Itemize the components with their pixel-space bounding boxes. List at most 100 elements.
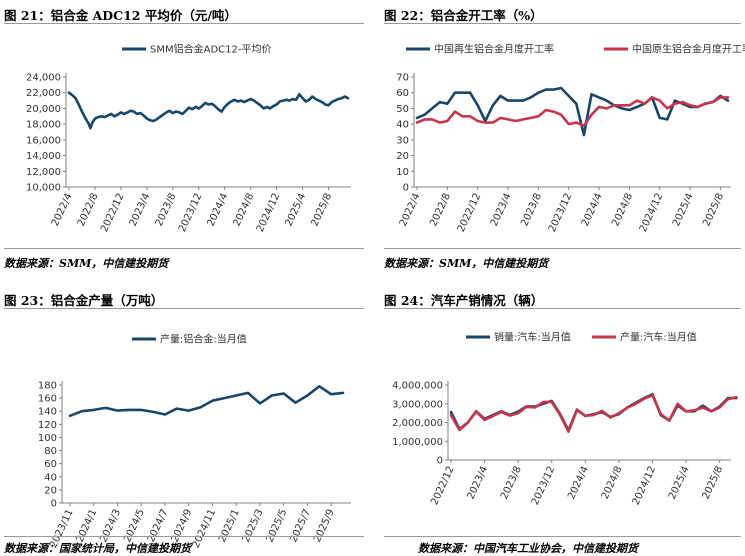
title-rule bbox=[4, 23, 364, 24]
x-tick-label: 2025/4 bbox=[671, 192, 696, 229]
y-tick-label: 14,000 bbox=[26, 151, 61, 162]
x-tick-label: 2025/1 bbox=[217, 508, 242, 545]
x-tick-label: 2025/5 bbox=[265, 508, 290, 545]
x-tick-label: 2024/9 bbox=[170, 508, 195, 545]
legend-label: 产量:汽车:当月值 bbox=[620, 331, 697, 344]
panel-4: 图 24：汽车产销情况（辆） 0 1,000,000 2,000,000 3,000,… bbox=[384, 290, 741, 555]
y-tick-label: 10 bbox=[396, 167, 409, 178]
source-note: 数据来源：SMM，中信建投期货 bbox=[4, 257, 169, 270]
source-rule bbox=[4, 536, 364, 537]
x-tick-label: 2025/4 bbox=[283, 192, 308, 229]
y-tick-label: 0 bbox=[403, 183, 409, 194]
y-tick-label: 1,000,000 bbox=[392, 437, 443, 448]
x-tick-label: 2023/12 bbox=[547, 192, 575, 234]
title-rule bbox=[4, 308, 364, 309]
y-tick-label: 4,000,000 bbox=[392, 381, 443, 392]
y-tick-label: 120 bbox=[38, 420, 57, 431]
title-rule bbox=[384, 23, 741, 24]
x-tick-label: 2024/8 bbox=[232, 192, 257, 229]
y-tick-label: 0 bbox=[51, 499, 57, 510]
source-rule bbox=[384, 248, 741, 249]
source-rule bbox=[4, 248, 364, 249]
series-line bbox=[449, 393, 738, 432]
x-tick-label: 2024/5 bbox=[122, 508, 147, 545]
y-tick-label: 80 bbox=[44, 446, 57, 457]
y-tick-label: 20,000 bbox=[26, 104, 61, 115]
x-tick-label: 2024/11 bbox=[191, 508, 219, 550]
y-tick-label: 20 bbox=[44, 485, 57, 496]
x-tick-label: 2024/4 bbox=[206, 192, 231, 229]
legend-label: SMM铝合金ADC12-平均价 bbox=[150, 43, 271, 56]
x-tick-label: 2025/8 bbox=[701, 192, 726, 229]
y-tick-label: 18,000 bbox=[26, 120, 61, 131]
legend-label: 中国原生铝合金月度开工率 bbox=[632, 43, 745, 56]
y-tick-label: 160 bbox=[38, 394, 57, 405]
x-tick-label: 2024/1 bbox=[75, 508, 100, 545]
x-tick-label: 2022/8 bbox=[76, 192, 101, 229]
legend-label: 产量:铝合金:当月值 bbox=[160, 333, 247, 346]
x-tick-label: 2022/8 bbox=[428, 192, 453, 229]
x-tick-label: 2022/12 bbox=[99, 192, 127, 234]
y-tick-label: 140 bbox=[38, 407, 57, 418]
x-tick-label: 2022/4 bbox=[50, 192, 75, 229]
legend-label: 中国再生铝合金月度开工率 bbox=[434, 43, 554, 56]
x-tick-label: 2024/8 bbox=[600, 465, 625, 502]
x-tick-label: 2023/4 bbox=[489, 192, 514, 229]
x-tick-label: 2023/8 bbox=[499, 465, 524, 502]
y-tick-label: 24,000 bbox=[26, 73, 61, 84]
y-tick-label: 30 bbox=[396, 135, 409, 146]
panel-title: 图 24：汽车产销情况（辆） bbox=[384, 293, 544, 308]
x-tick-label: 2023/12 bbox=[177, 192, 205, 234]
x-tick-label: 2024/4 bbox=[566, 465, 591, 502]
series-line bbox=[415, 96, 730, 127]
source-rule bbox=[384, 536, 741, 537]
x-tick-label: 2023/8 bbox=[519, 192, 544, 229]
y-tick-label: 70 bbox=[396, 73, 409, 84]
x-tick-label: 2023/4 bbox=[465, 465, 490, 502]
panel-title: 图 21：铝合金 ADC12 平均价（元/吨） bbox=[4, 8, 237, 23]
panel-3: 图 23：铝合金产量（万吨） 0 20 40 60 80 100 120 140 160 180 2… bbox=[4, 290, 364, 555]
x-tick-label: 2023/8 bbox=[154, 192, 179, 229]
series-line bbox=[449, 394, 738, 433]
x-tick-label: 2025/8 bbox=[700, 465, 725, 502]
y-tick-label: 12,000 bbox=[26, 167, 61, 178]
title-rule bbox=[384, 308, 741, 309]
x-tick-label: 2025/4 bbox=[667, 465, 692, 502]
source-note: 数据来源：中国汽车工业协会，中信建投期货 bbox=[418, 542, 638, 555]
series-line bbox=[415, 86, 730, 137]
x-tick-label: 2025/3 bbox=[241, 508, 266, 545]
x-tick-label: 2025/9 bbox=[312, 508, 337, 545]
panel-2: 图 22：铝合金开工率（%） 0 10 20 30 40 50 60 70 2022/4 2022… bbox=[384, 5, 745, 270]
x-tick-label: 2024/12 bbox=[638, 192, 666, 234]
x-tick-label: 2024/7 bbox=[146, 508, 171, 545]
y-tick-label: 16,000 bbox=[26, 135, 61, 146]
chart-alloy-output: 0204060801001201401601802023/112024/1202… bbox=[38, 333, 351, 550]
x-tick-label: 2024/4 bbox=[580, 192, 605, 229]
x-tick-label: 2023/12 bbox=[530, 465, 558, 507]
x-tick-label: 2024/12 bbox=[631, 465, 659, 507]
panel-1: 图 21：铝合金 ADC12 平均价（元/吨） 10,000 12,000 14,0… bbox=[4, 5, 364, 270]
source-note: 数据来源：SMM，中信建投期货 bbox=[384, 257, 549, 270]
y-tick-label: 2,000,000 bbox=[392, 418, 443, 429]
y-tick-label: 180 bbox=[38, 381, 57, 392]
x-tick-label: 2025/7 bbox=[288, 508, 313, 545]
x-tick-label: 2025/8 bbox=[309, 192, 334, 229]
y-tick-label: 50 bbox=[396, 104, 409, 115]
x-tick-label: 2023/4 bbox=[128, 192, 153, 229]
chart-operating-rate: 0 10 20 30 40 50 60 70 2022/4 2022/8 2022/12 2023/4… bbox=[396, 43, 745, 234]
x-tick-label: 2024/3 bbox=[98, 508, 123, 545]
y-tick-label: 100 bbox=[38, 433, 57, 444]
x-tick-label: 2024/12 bbox=[255, 192, 283, 234]
x-tick-label: 2022/12 bbox=[429, 465, 457, 507]
y-tick-label: 60 bbox=[44, 459, 57, 470]
panel-title: 图 22：铝合金开工率（%） bbox=[384, 8, 543, 23]
chart-auto-production-sales: 0 1,000,000 2,000,000 3,000,000 4,000,000 202… bbox=[392, 331, 738, 507]
y-tick-label: 3,000,000 bbox=[392, 399, 443, 410]
legend-label: 销量:汽车:当月值 bbox=[494, 331, 571, 344]
y-tick-label: 20 bbox=[396, 151, 409, 162]
series-line bbox=[68, 385, 345, 418]
y-tick-label: 60 bbox=[396, 88, 409, 99]
y-tick-label: 40 bbox=[44, 472, 57, 483]
y-tick-label: 10,000 bbox=[26, 183, 61, 194]
series-line bbox=[67, 91, 350, 130]
